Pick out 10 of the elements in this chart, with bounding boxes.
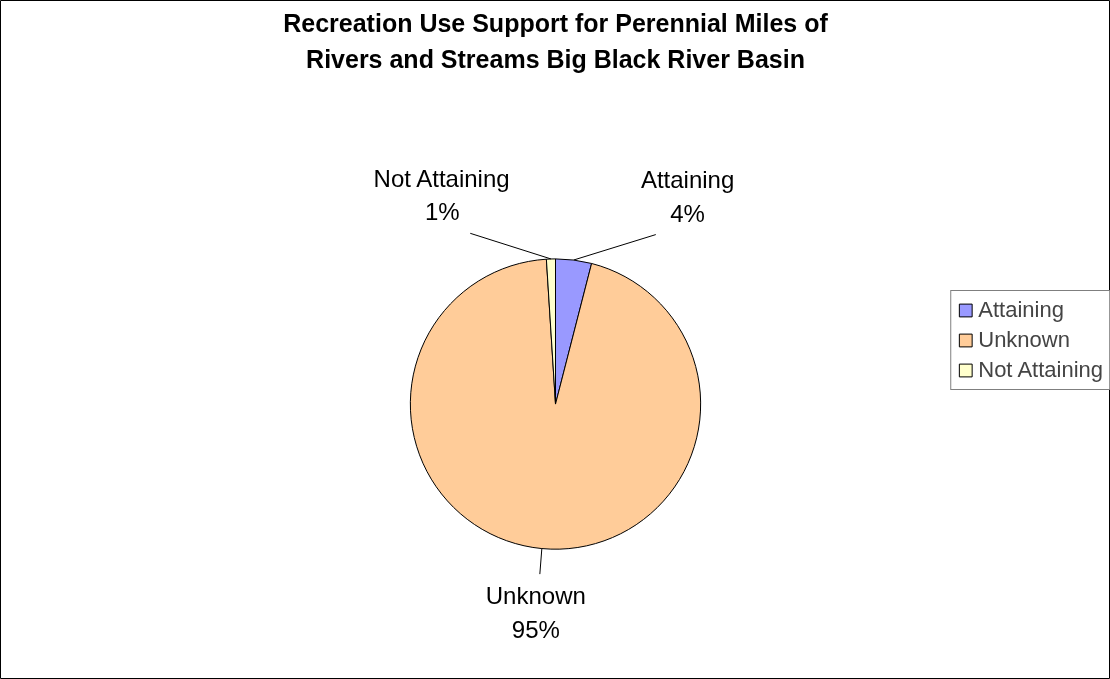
data-label: 95% [511, 615, 560, 643]
slice-label: Not Attaining [373, 164, 510, 192]
slice-label: Unknown [485, 582, 586, 609]
legend-label: Unknown [978, 326, 1070, 353]
data-label: 1% [424, 198, 460, 226]
chart-title: Recreation Use Support for Perennial Miles of Rivers and Streams Big Black River Basin [283, 9, 829, 74]
slice-label: Attaining [640, 166, 735, 194]
data-label: 4% [670, 199, 705, 227]
legend-label: Not Attaining [978, 356, 1103, 383]
legend-label: Attaining [978, 296, 1064, 323]
